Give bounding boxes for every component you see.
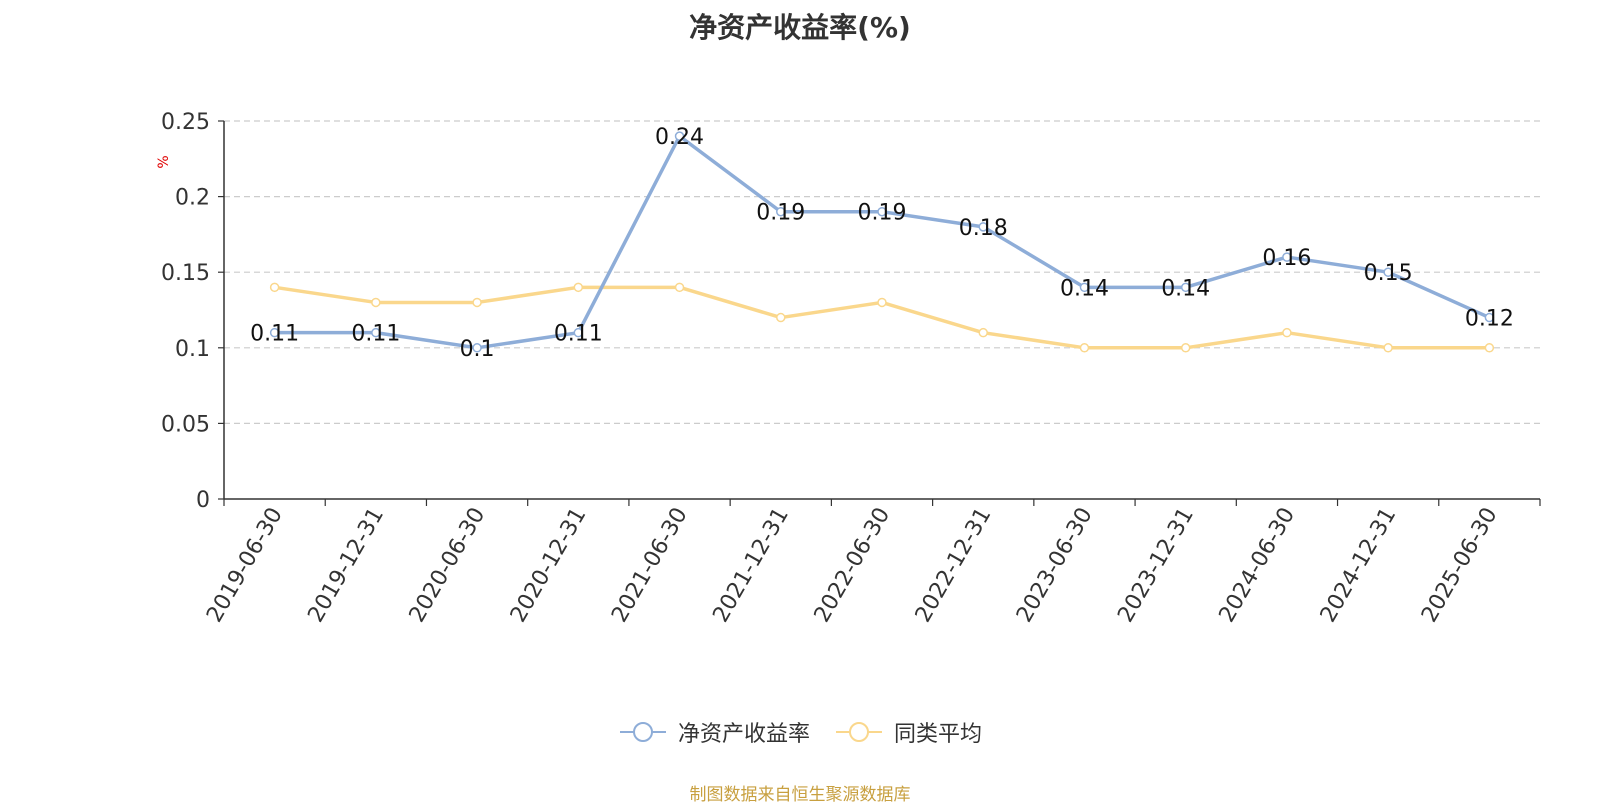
y-tick-label: 0.1	[175, 337, 210, 362]
data-point-peer-average	[1282, 327, 1292, 338]
data-point-peer-average	[776, 312, 786, 323]
y-tick-label: 0	[196, 488, 210, 513]
data-label: 0.24	[655, 125, 704, 150]
legend-item-peer-average[interactable]: 同类平均	[834, 716, 982, 748]
x-tick-label: 2024-06-30	[1215, 504, 1301, 627]
legend-peer-average-icon	[836, 722, 882, 742]
data-label: 0.12	[1465, 307, 1514, 332]
data-point-roe	[371, 327, 381, 338]
data-point-roe	[1383, 267, 1393, 277]
x-tick-label: 2022-12-31	[911, 504, 997, 627]
data-point-peer-average	[1484, 343, 1495, 353]
y-tick-label: 0.25	[161, 110, 210, 135]
x-tick-label: 2023-12-31	[1113, 504, 1199, 627]
data-point-peer-average	[1079, 343, 1090, 353]
x-tick-label: 2021-12-31	[708, 504, 794, 627]
data-label: 0.19	[756, 201, 805, 226]
data-point-peer-average	[877, 297, 887, 308]
x-tick-label: 2024-12-31	[1316, 504, 1402, 627]
data-label: 0.1	[460, 337, 495, 362]
data-label: 0.18	[959, 216, 1008, 241]
data-point-roe	[472, 343, 482, 353]
data-point-roe	[1180, 282, 1191, 293]
data-point-roe	[1484, 312, 1495, 323]
x-tick-label: 2020-12-31	[506, 504, 592, 627]
data-label: 0.11	[250, 322, 299, 347]
data-point-roe	[776, 206, 786, 217]
source-note: 制图数据来自恒生聚源数据库	[689, 785, 911, 805]
data-point-roe	[978, 222, 988, 232]
data-label: 0.16	[1262, 246, 1311, 271]
legend-item-roe[interactable]: 净资产收益率	[618, 716, 810, 748]
y-tick-label: 0.05	[161, 412, 210, 437]
legend-roe-label: 净资产收益率	[677, 722, 810, 747]
data-label: 0.11	[554, 322, 603, 347]
data-point-roe	[269, 327, 280, 338]
legend: 净资产收益率 同类平均	[0, 716, 1600, 748]
data-point-roe	[1282, 252, 1292, 262]
y-tick-label: 0.2	[175, 186, 210, 211]
data-point-roe	[1079, 282, 1090, 293]
series-line-roe	[274, 134, 1491, 350]
data-point-peer-average	[674, 282, 685, 293]
y-tick-label: 0.15	[161, 261, 210, 286]
data-point-peer-average	[269, 282, 280, 293]
data-point-roe	[674, 131, 685, 141]
data-point-roe	[573, 327, 584, 338]
data-point-peer-average	[371, 297, 381, 308]
x-tick-label: 2025-06-30	[1417, 504, 1503, 627]
x-tick-label: 2023-06-30	[1012, 504, 1098, 627]
data-point-peer-average	[1180, 343, 1191, 353]
x-tick-label: 2021-06-30	[607, 504, 693, 627]
data-label: 0.15	[1364, 261, 1413, 286]
data-label: 0.19	[858, 201, 907, 226]
data-point-peer-average	[472, 297, 482, 308]
y-axis-label: %	[156, 155, 172, 168]
x-tick-label: 2020-06-30	[405, 504, 491, 627]
data-point-peer-average	[573, 282, 584, 293]
legend-roe-icon	[619, 722, 666, 742]
data-point-roe	[877, 206, 887, 217]
series-line-peer-average	[274, 285, 1490, 350]
data-label: 0.14	[1060, 276, 1109, 301]
x-tick-label: 2019-12-31	[303, 504, 389, 627]
legend-peer-average-label: 同类平均	[894, 722, 983, 747]
chart-title: 净资产收益率(%)	[689, 11, 911, 44]
data-point-peer-average	[1383, 343, 1393, 353]
data-point-peer-average	[978, 327, 988, 338]
x-tick-label: 2022-06-30	[810, 504, 896, 627]
x-tick-label: 2019-06-30	[202, 504, 288, 627]
data-label: 0.11	[351, 322, 400, 347]
data-label: 0.14	[1161, 276, 1210, 301]
